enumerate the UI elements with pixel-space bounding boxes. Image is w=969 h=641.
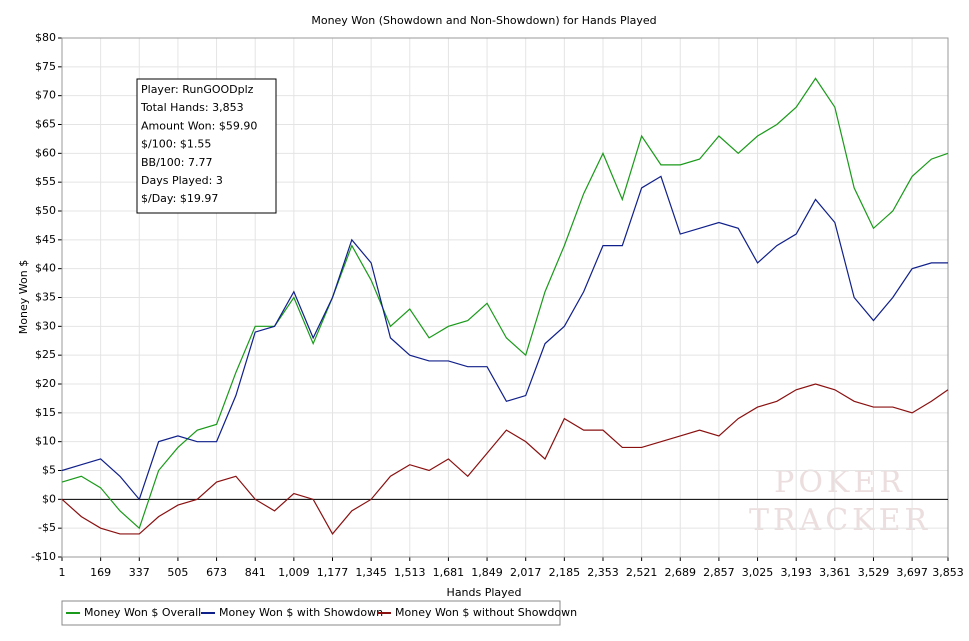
x-tick-label: 1,513 (394, 566, 426, 579)
x-tick-label: 3,697 (896, 566, 928, 579)
x-tick-label: 1,849 (471, 566, 503, 579)
info-line: $/Day: $19.97 (141, 192, 218, 205)
y-tick-label: $70 (35, 89, 56, 102)
x-tick-label: 1 (59, 566, 66, 579)
plot: -$10 -$5 $0 $5 $10 $15 $20 $25 $30 $35 $40 $45 $50 $5… (31, 31, 964, 579)
y-tick-label: -$5 (38, 521, 56, 534)
x-tick-label: 3,853 (932, 566, 964, 579)
x-tick-label: 3,193 (780, 566, 812, 579)
series-line (61, 383, 949, 535)
y-tick-label: $45 (35, 233, 56, 246)
x-tick-label: 2,689 (665, 566, 697, 579)
x-tick-label: 3,361 (819, 566, 851, 579)
x-tick-label: 1,009 (278, 566, 310, 579)
y-tick-label: $50 (35, 204, 56, 217)
info-line: Player: RunGOODplz (141, 83, 254, 96)
x-tick-label: 3,025 (742, 566, 774, 579)
y-tick-label: $55 (35, 175, 56, 188)
info-line: Days Played: 3 (141, 174, 223, 187)
x-tick-label: 673 (206, 566, 227, 579)
y-tick-label: $30 (35, 319, 56, 332)
x-tick-label: 1,345 (355, 566, 387, 579)
y-axis-label: Money Won $ (17, 260, 30, 334)
x-tick-label: 505 (167, 566, 188, 579)
x-axis-label: Hands Played (447, 586, 522, 599)
watermark-text: TRACKER (749, 503, 931, 538)
x-tick-label: 1,681 (433, 566, 465, 579)
info-line: Amount Won: $59.90 (141, 119, 257, 132)
y-tick-label: $65 (35, 118, 56, 131)
legend-label: Money Won $ Overall (84, 606, 201, 619)
info: Player: RunGOODplz Total Hands: 3,853 Amou… (140, 83, 257, 205)
legend (61, 600, 561, 626)
x-tick-label: 1,177 (317, 566, 349, 579)
y-tick-label: $20 (35, 377, 56, 390)
series-line (61, 77, 949, 530)
plot-border (61, 37, 949, 558)
y-tick-label: $10 (35, 435, 56, 448)
info-box (136, 78, 277, 214)
y-tick-label: -$10 (31, 550, 56, 563)
x-tick-label: 841 (245, 566, 266, 579)
x-tick-label: 337 (129, 566, 150, 579)
info-line: BB/100: 7.77 (141, 156, 213, 169)
x-tick-label: 2,185 (549, 566, 581, 579)
legend-label: Money Won $ without Showdown (395, 606, 577, 619)
x-tick-label: 2,521 (626, 566, 658, 579)
x-tick-label: 3,529 (858, 566, 890, 579)
info-line: $/100: $1.55 (141, 138, 211, 151)
y-tick-label: $5 (42, 464, 56, 477)
chart-title: Money Won (Showdown and Non-Showdown) fo… (311, 14, 656, 27)
y-tick-label: $40 (35, 262, 56, 275)
y-tick-label: $60 (35, 146, 56, 159)
x-tick-label: 2,017 (510, 566, 542, 579)
x-tick-label: 169 (90, 566, 111, 579)
legend-entries: Money Won $ Overall Money Won $ with Show… (66, 606, 577, 619)
legend-label: Money Won $ with Showdown (219, 606, 383, 619)
y-tick-label: $35 (35, 291, 56, 304)
y-tick-label: $25 (35, 348, 56, 361)
x-tick-label: 2,353 (587, 566, 619, 579)
y-tick-label: $75 (35, 60, 56, 73)
series-line (61, 175, 948, 501)
y-tick-label: $0 (42, 492, 56, 505)
x-tick-label: 2,857 (703, 566, 735, 579)
y-tick-label: $15 (35, 406, 56, 419)
info-line: Total Hands: 3,853 (140, 101, 244, 114)
y-tick-label: $80 (35, 31, 56, 44)
